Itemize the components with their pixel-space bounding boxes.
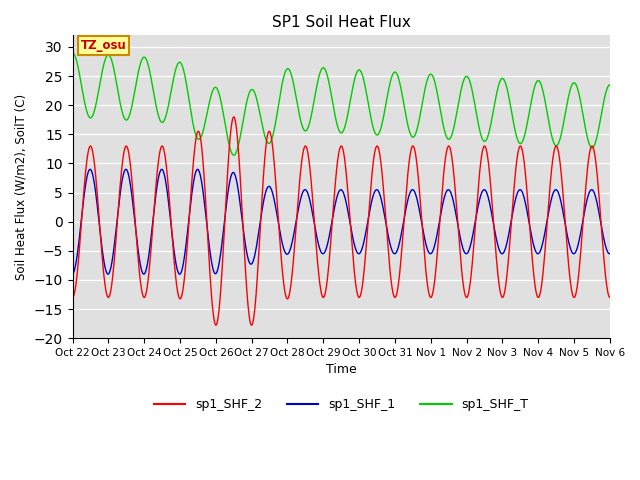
sp1_SHF_1	[606, 251, 614, 257]
sp1_SHF_T	[573, 86, 581, 92]
sp1_SHF_2	[574, 279, 582, 285]
sp1_SHF_T	[218, 106, 226, 111]
sp1_SHF_2	[219, 258, 227, 264]
sp1_SHF_2	[230, 114, 237, 120]
sp1_SHF_1	[574, 243, 582, 249]
sp1_SHF_2	[559, 190, 567, 195]
sp1_SHF_1	[219, 233, 227, 239]
sp1_SHF_1	[158, 167, 166, 172]
sp1_SHF_1	[357, 249, 365, 254]
sp1_SHF_T	[606, 82, 614, 88]
Line: sp1_SHF_T: sp1_SHF_T	[72, 53, 610, 155]
Text: TZ_osu: TZ_osu	[81, 39, 126, 52]
sp1_SHF_T	[369, 122, 376, 128]
sp1_SHF_T	[357, 69, 365, 74]
Y-axis label: Soil Heat Flux (W/m2), SoilT (C): Soil Heat Flux (W/m2), SoilT (C)	[15, 94, 28, 280]
sp1_SHF_1	[559, 208, 567, 214]
sp1_SHF_T	[68, 50, 76, 56]
Line: sp1_SHF_2: sp1_SHF_2	[72, 117, 610, 325]
sp1_SHF_1	[68, 271, 76, 277]
sp1_SHF_1	[369, 194, 376, 200]
Title: SP1 Soil Heat Flux: SP1 Soil Heat Flux	[272, 15, 411, 30]
sp1_SHF_T	[497, 76, 505, 82]
sp1_SHF_1	[498, 251, 506, 256]
sp1_SHF_2	[606, 295, 614, 300]
sp1_SHF_2	[369, 164, 376, 170]
X-axis label: Time: Time	[326, 363, 356, 376]
sp1_SHF_2	[498, 294, 506, 300]
Legend: sp1_SHF_2, sp1_SHF_1, sp1_SHF_T: sp1_SHF_2, sp1_SHF_1, sp1_SHF_T	[148, 393, 534, 416]
sp1_SHF_2	[212, 323, 220, 328]
sp1_SHF_T	[230, 152, 237, 158]
sp1_SHF_2	[357, 290, 365, 296]
sp1_SHF_2	[68, 295, 76, 300]
Line: sp1_SHF_1: sp1_SHF_1	[72, 169, 610, 274]
sp1_SHF_T	[559, 125, 566, 131]
sp1_SHF_1	[176, 271, 184, 277]
